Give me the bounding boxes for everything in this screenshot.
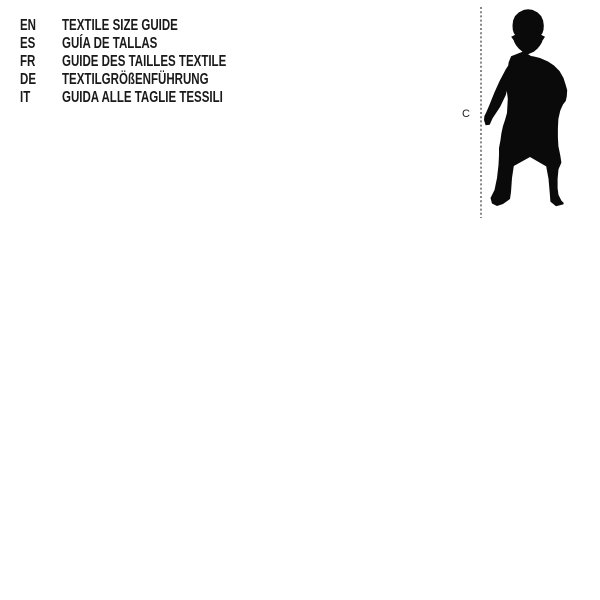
svg-text:C: C (462, 108, 470, 120)
